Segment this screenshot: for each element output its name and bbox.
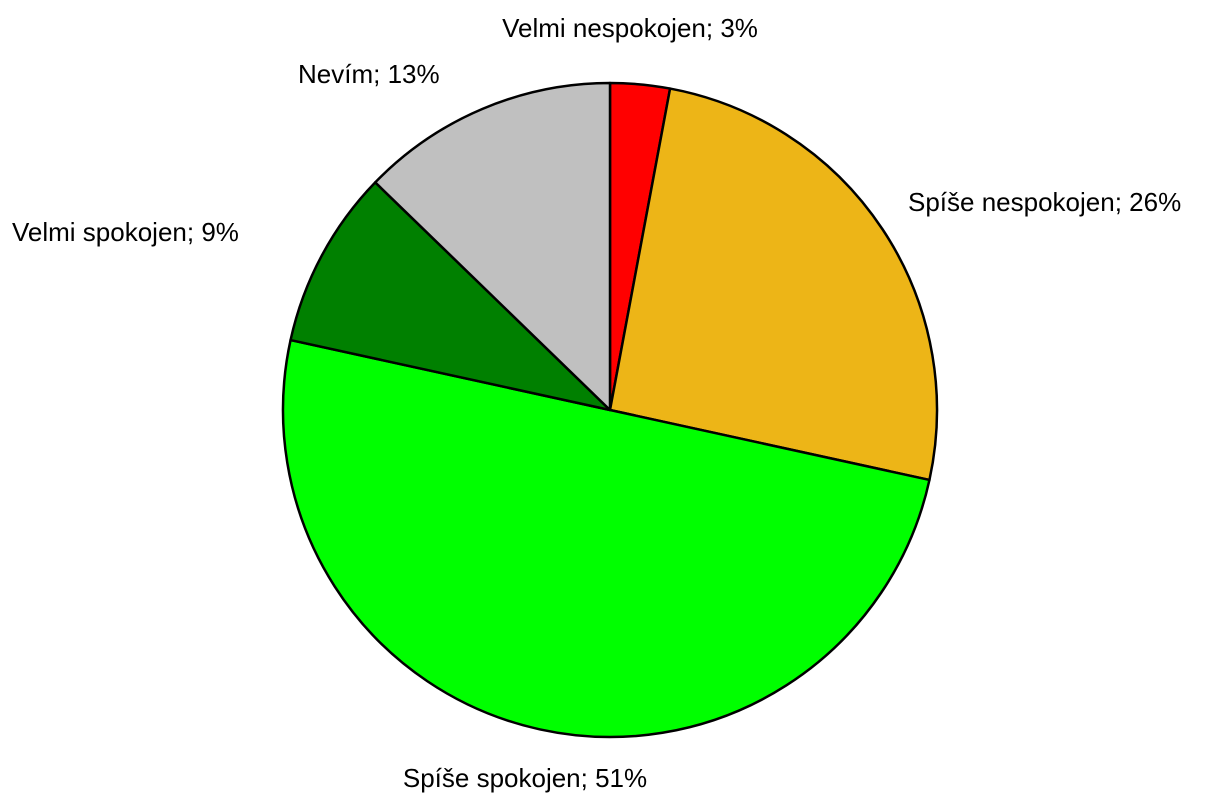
- slice-label: Spíše nespokojen; 26%: [908, 187, 1181, 217]
- slice-label: Spíše spokojen; 51%: [403, 763, 647, 793]
- pie: [281, 81, 939, 738]
- pie-slice: [289, 181, 612, 412]
- pie-slice: [281, 338, 931, 738]
- slice-label: Velmi spokojen; 9%: [12, 217, 239, 247]
- pie-slice: [373, 81, 612, 412]
- slice-label: Nevím; 13%: [298, 59, 440, 89]
- slice-label: Velmi nespokojen; 3%: [502, 13, 758, 43]
- pie-slice: [608, 87, 939, 482]
